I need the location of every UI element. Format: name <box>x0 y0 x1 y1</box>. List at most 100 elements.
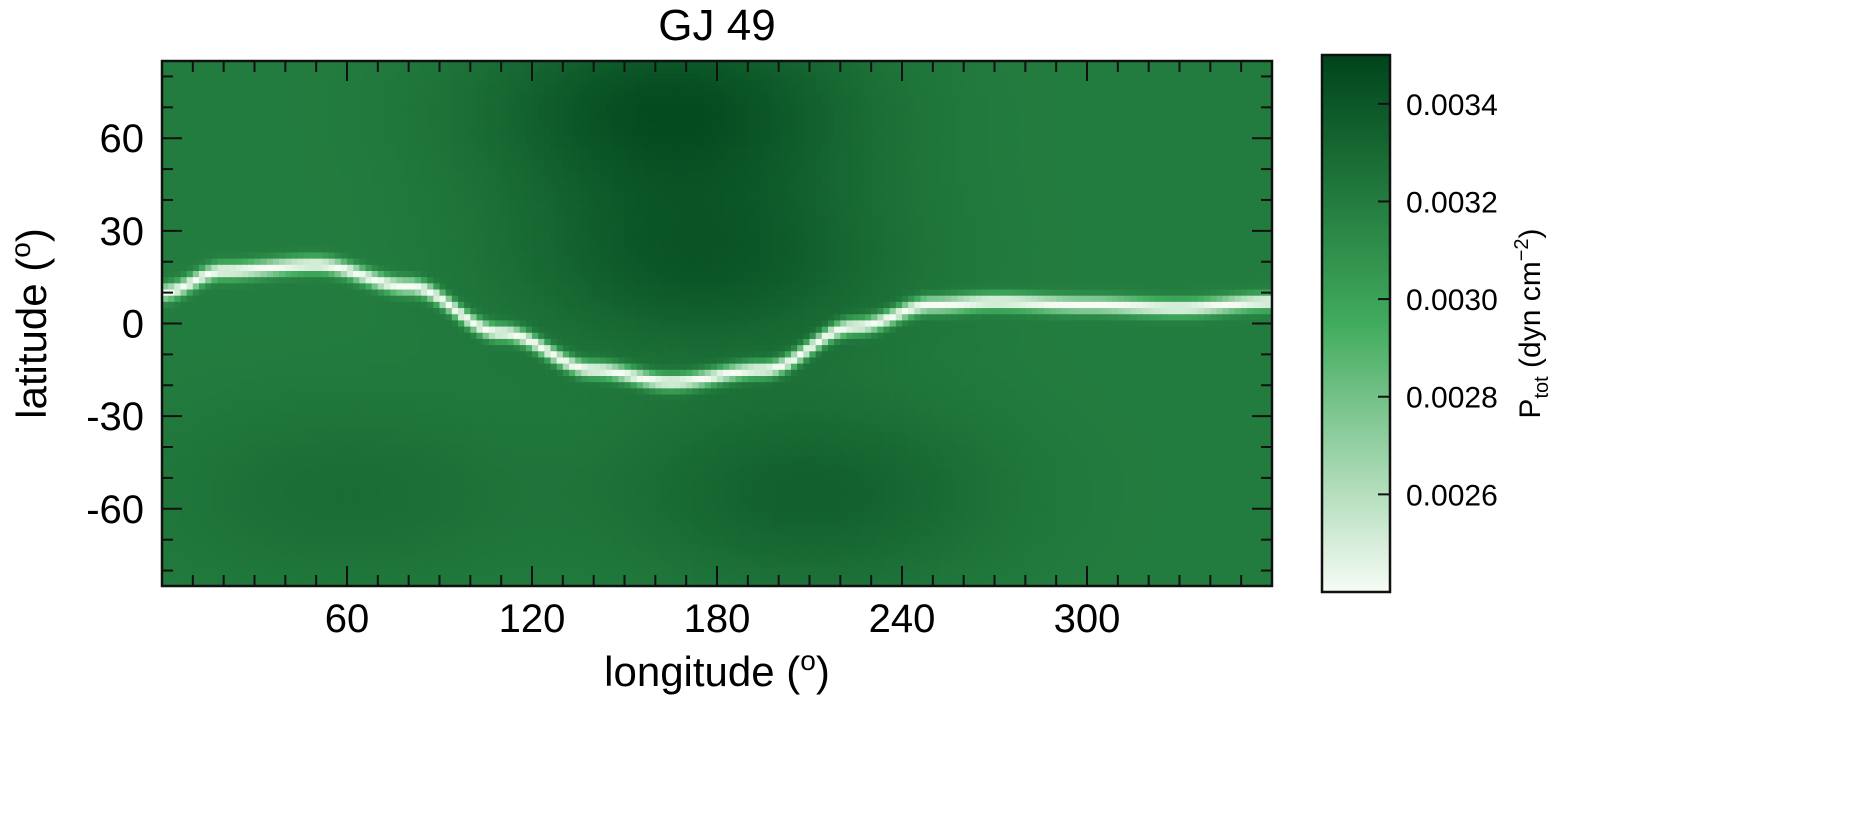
heatmap-cell <box>1074 159 1082 167</box>
heatmap-cell <box>692 196 700 204</box>
heatmap-cell <box>877 85 885 93</box>
heatmap-cell <box>421 227 428 235</box>
heatmap-cell <box>809 91 817 99</box>
heatmap-cell <box>199 141 206 149</box>
heatmap-cell <box>852 61 860 68</box>
heatmap-cell <box>791 184 798 192</box>
heatmap-cell <box>1204 190 1211 198</box>
heatmap-cell <box>982 178 989 186</box>
heatmap-cell <box>1235 128 1242 136</box>
heatmap-cell <box>1080 128 1088 136</box>
heatmap-cell <box>673 141 681 149</box>
heatmap-cell <box>1068 184 1076 192</box>
heatmap-cell <box>1087 135 1094 142</box>
heatmap-cell <box>507 147 515 155</box>
heatmap-cell <box>1037 215 1045 223</box>
heatmap-cell <box>353 221 360 229</box>
heatmap-cell <box>1185 135 1193 142</box>
heatmap-cell <box>945 104 952 112</box>
heatmap-cell <box>303 215 311 223</box>
heatmap-cell <box>495 178 502 186</box>
heatmap-cell <box>599 98 607 105</box>
heatmap-cell <box>1111 147 1119 155</box>
heatmap-cell <box>1154 153 1162 161</box>
heatmap-cell <box>1087 91 1094 99</box>
heatmap-cell <box>976 122 983 130</box>
heatmap-cell <box>556 166 564 173</box>
heatmap-cell <box>1068 159 1076 167</box>
heatmap-cell <box>427 215 434 223</box>
heatmap-cell <box>1093 190 1100 198</box>
heatmap-cell <box>932 73 940 81</box>
heatmap-cell <box>680 67 687 74</box>
heatmap-cell <box>186 184 194 192</box>
heatmap-cell <box>538 172 545 179</box>
heatmap-cell <box>162 85 169 93</box>
heatmap-cell <box>519 122 527 130</box>
heatmap-cell <box>1006 98 1014 105</box>
heatmap-cell <box>1210 122 1218 130</box>
heatmap-cell <box>914 110 922 118</box>
heatmap-cell <box>1031 67 1039 74</box>
heatmap-cell <box>852 116 860 124</box>
heatmap-cell <box>1235 67 1242 74</box>
heatmap-cell <box>1050 221 1057 229</box>
heatmap-cell <box>772 122 780 130</box>
heatmap-cell <box>174 79 182 87</box>
heatmap-cell <box>439 227 447 235</box>
heatmap-cell <box>846 147 854 155</box>
heatmap-cell <box>285 147 293 155</box>
heatmap-cell <box>562 221 570 229</box>
heatmap-cell <box>889 110 897 118</box>
heatmap-cell <box>384 141 391 149</box>
heatmap-cell <box>1087 73 1094 81</box>
heatmap-cell <box>421 209 428 217</box>
heatmap-cell <box>599 85 607 93</box>
heatmap-cell <box>1216 209 1224 217</box>
heatmap-cell <box>168 178 175 186</box>
heatmap-cell <box>377 79 385 87</box>
heatmap-cell <box>581 128 589 136</box>
heatmap-cell <box>501 79 508 87</box>
heatmap-cell <box>1154 79 1162 87</box>
heatmap-cell <box>396 221 404 229</box>
heatmap-cell <box>445 91 453 99</box>
heatmap-cell <box>359 166 367 173</box>
heatmap-cell <box>464 153 471 161</box>
heatmap-cell <box>525 184 533 192</box>
heatmap-cell <box>1216 122 1224 130</box>
heatmap-cell <box>211 209 219 217</box>
heatmap-cell <box>569 184 576 192</box>
heatmap-cell <box>482 116 490 124</box>
heatmap-cell <box>1247 184 1255 192</box>
heatmap-cell <box>273 91 280 99</box>
heatmap-cell <box>704 190 712 198</box>
heatmap-cell <box>1124 67 1131 74</box>
heatmap-cell <box>322 172 330 179</box>
heatmap-cell <box>1130 110 1137 118</box>
heatmap-cell <box>439 147 447 155</box>
heatmap-cell <box>1148 221 1156 229</box>
heatmap-cell <box>236 215 243 223</box>
heatmap-cell <box>692 104 700 112</box>
heatmap-cell <box>575 122 582 130</box>
heatmap-cell <box>760 153 767 161</box>
heatmap-cell <box>1222 215 1230 223</box>
heatmap-cell <box>279 67 286 74</box>
heatmap-cell <box>377 128 385 136</box>
heatmap-cell <box>371 91 379 99</box>
heatmap-cell <box>525 128 533 136</box>
heatmap-cell <box>556 215 564 223</box>
heatmap-cell <box>1210 61 1218 68</box>
heatmap-cell <box>291 203 299 210</box>
heatmap-cell <box>895 110 903 118</box>
heatmap-cell <box>982 73 989 81</box>
heatmap-cell <box>513 104 521 112</box>
heatmap-cell <box>501 184 508 192</box>
heatmap-cell <box>525 73 533 81</box>
heatmap-cell <box>279 221 286 229</box>
heatmap-cell <box>661 153 669 161</box>
heatmap-cell <box>649 128 656 136</box>
heatmap-cell <box>1265 209 1273 217</box>
heatmap-cell <box>266 122 274 130</box>
